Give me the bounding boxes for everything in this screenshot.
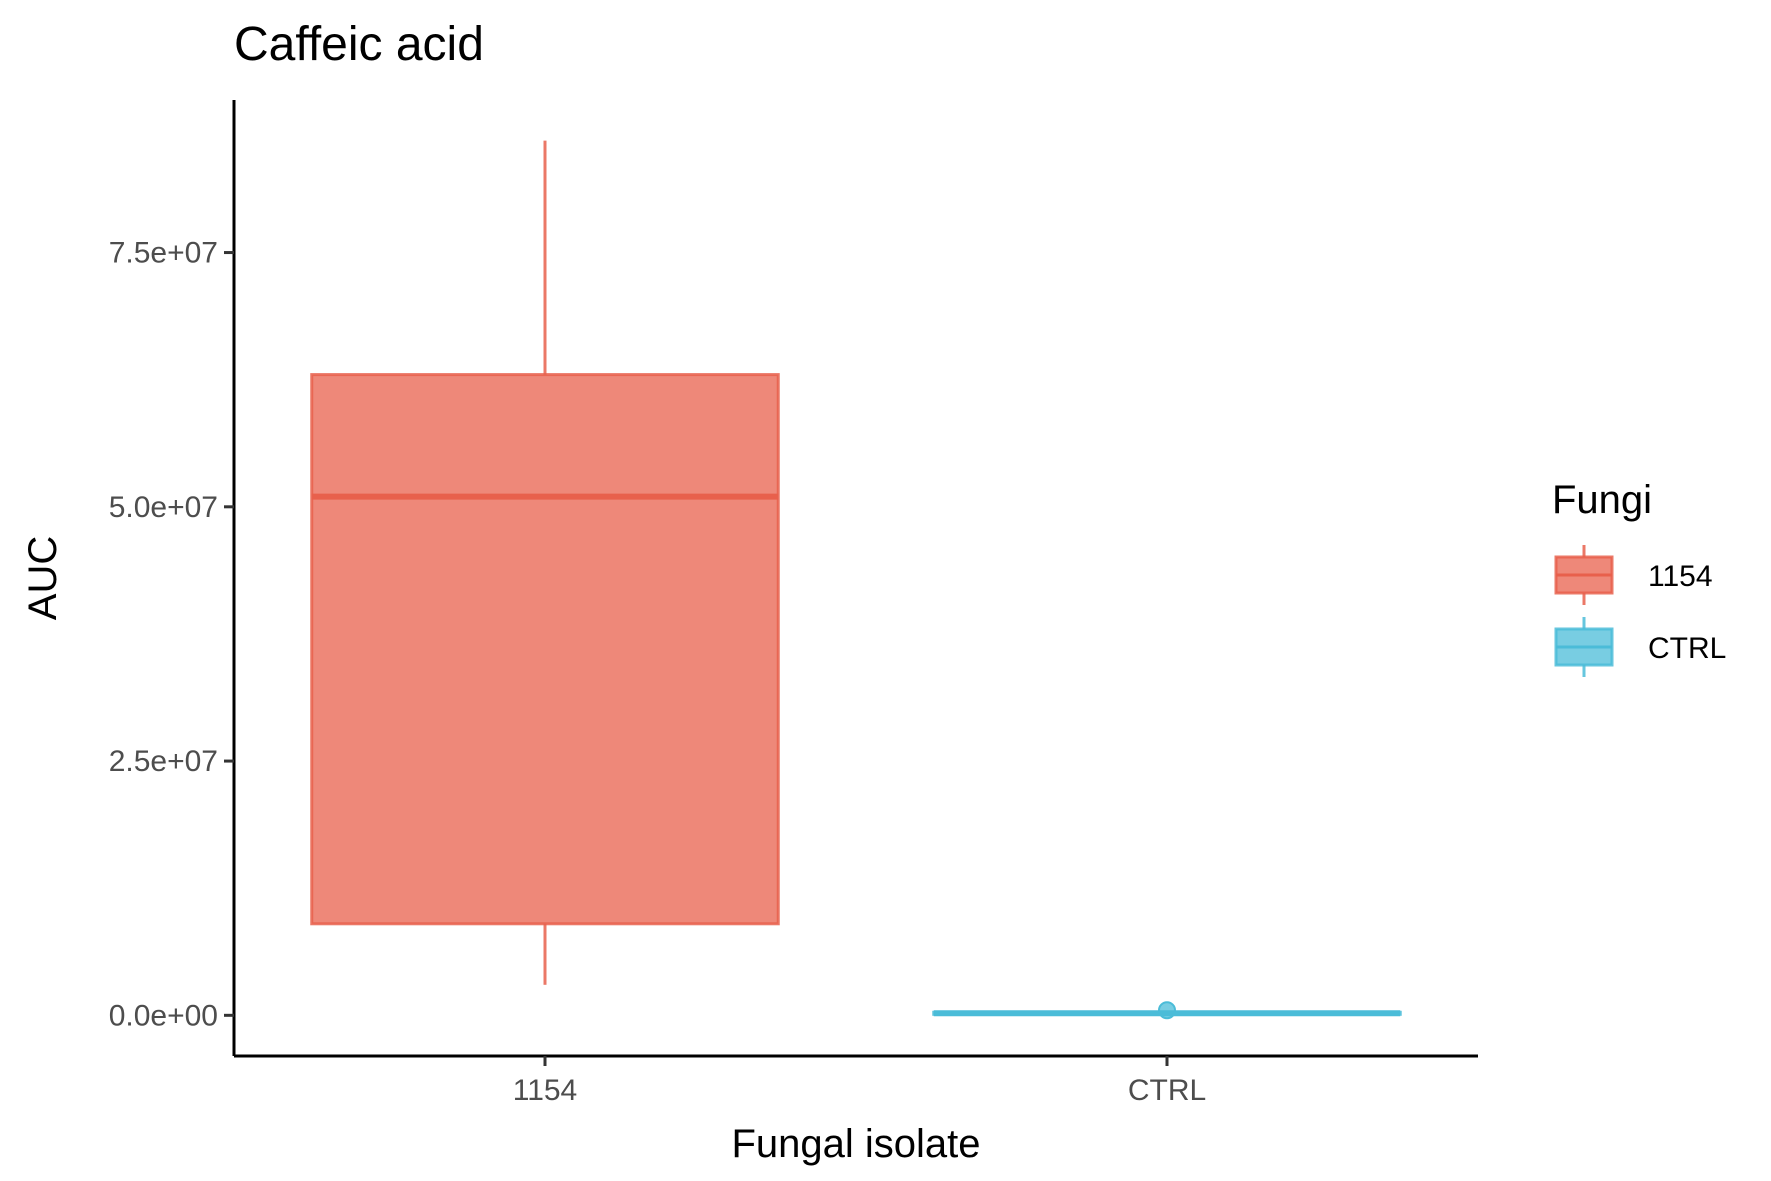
plot-area	[310, 140, 1402, 1020]
y-tick-label: 0.0e+00	[109, 999, 218, 1032]
box-body	[310, 373, 780, 926]
chart-title: Caffeic acid	[234, 18, 484, 71]
x-tick-label: 1154	[513, 1074, 578, 1107]
axes: 0.0e+00 2.5e+07 5.0e+07 7.5e+07 1154 CTRL	[109, 100, 1478, 1107]
x-tick-label: CTRL	[1128, 1074, 1206, 1107]
y-tick-label: 2.5e+07	[109, 745, 218, 778]
legend-label: CTRL	[1648, 632, 1726, 665]
box-1154	[310, 140, 780, 985]
x-axis-title: Fungal isolate	[731, 1122, 980, 1166]
y-tick-label: 5.0e+07	[109, 491, 218, 524]
outlier-point	[1158, 1001, 1176, 1020]
y-axis-title: AUC	[21, 536, 65, 620]
y-tick-label: 7.5e+07	[109, 237, 218, 270]
legend: Fungi 1154 CTRL	[1552, 478, 1726, 677]
box-CTRL	[932, 1001, 1402, 1020]
legend-item-CTRL: CTRL	[1554, 617, 1726, 677]
legend-title: Fungi	[1552, 478, 1652, 522]
legend-item-1154: 1154	[1554, 545, 1713, 605]
legend-label: 1154	[1648, 560, 1713, 593]
